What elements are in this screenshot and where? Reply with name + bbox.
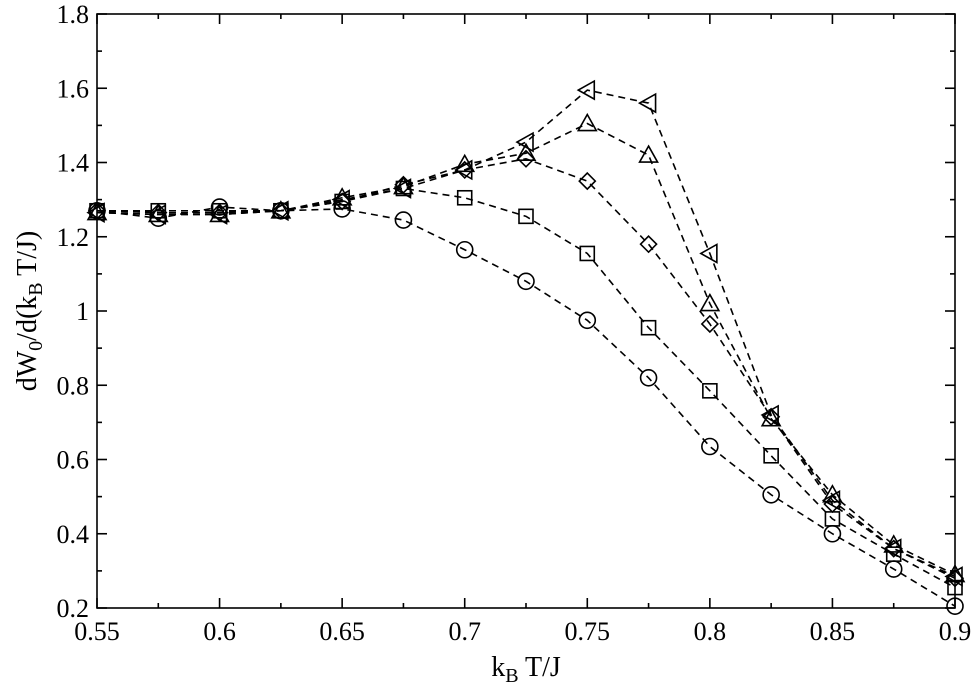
diamond-marker [210,203,229,222]
x-tick-label: 0.65 [319,617,365,646]
x-tick-label: 0.75 [565,617,611,646]
triangle-left-marker [270,200,289,222]
x-axis: 0.55 0.6 0.65 0.7 0.75 0.8 0.85 0.9 [74,14,971,646]
plot-area [86,79,966,615]
triangle-up-marker [822,484,843,503]
square-marker [640,319,657,336]
square-marker [763,447,779,464]
plot-frame [96,13,956,609]
y-axis-label: dW0/d(kB T/J) [12,231,47,392]
y-tick-label: 1.6 [57,74,90,103]
x-tick-label: 0.55 [74,617,120,646]
x-tick-label: 0.9 [939,617,971,646]
y-tick-label: 0.4 [57,520,90,549]
triangle-left-marker [147,204,167,225]
y-axis: 0.2 0.4 0.6 0.8 1 1.2 1.4 1.6 1.8 [57,0,955,623]
circle-marker [701,437,719,456]
y-tick-label: 0.6 [57,446,90,475]
y-tick-label: 0.8 [57,371,90,400]
triangle-left-marker [331,189,350,210]
diamond-marker [578,171,597,191]
y-tick-label: 0.2 [57,594,90,623]
x-tick-label: 0.85 [810,617,856,646]
triangle-left-marker [944,566,963,587]
triangle-up-marker [209,203,230,223]
triangle-left-marker [208,204,228,225]
triangle-up-marker [147,203,169,223]
y-tick-label: 1.2 [57,223,90,252]
triangle-left-marker [392,178,412,199]
diamond-marker [516,149,536,168]
triangle-left-marker [454,159,473,181]
circle-marker [639,369,658,387]
square-marker [579,245,596,262]
triangle-up-marker [270,200,292,219]
triangle-left-marker [86,202,105,223]
series-line [96,89,956,578]
triangle-up-marker [454,153,476,173]
square-marker [456,189,473,206]
diamond-marker [700,314,719,334]
series-line [96,157,956,580]
series-line [96,122,956,576]
diamond-marker [87,201,107,220]
triangle-left-marker [883,538,902,559]
square-marker [518,208,534,225]
y-tick-label: 1.4 [57,149,90,178]
triangle-up-marker [638,144,659,163]
series-line [97,187,956,589]
triangle-up-marker [515,142,537,162]
x-tick-label: 0.8 [694,617,727,646]
series-triangle-left [86,79,963,587]
triangle-up-marker [576,112,598,132]
diamond-marker [762,407,781,426]
diamond-marker [149,203,168,222]
y-tick-label: 1 [76,297,89,326]
triangle-up-marker [883,534,905,553]
square-marker [702,383,718,399]
triangle-left-marker [637,92,657,114]
triangle-left-marker [515,131,534,153]
circle-marker [394,211,413,229]
triangle-left-marker [576,79,596,101]
triangle-up-marker [86,201,108,221]
x-axis-label: kB T/J [491,652,561,687]
circle-marker [946,597,964,615]
circle-marker [578,311,597,330]
series-line [96,206,956,607]
series-triangle-up [86,112,966,583]
square-marker [947,579,963,596]
circle-marker [517,272,535,291]
triangle-up-marker [699,292,721,312]
y-tick-label: 1.8 [57,0,90,29]
x-tick-label: 0.6 [203,617,236,646]
diamond-marker [639,235,658,254]
series-circle [88,198,964,615]
triangle-left-marker [821,489,841,511]
x-tick-label: 0.7 [448,617,481,646]
triangle-left-marker [699,243,718,264]
circle-marker [762,485,780,504]
triangle-left-marker [760,404,779,426]
circle-marker [455,240,474,259]
